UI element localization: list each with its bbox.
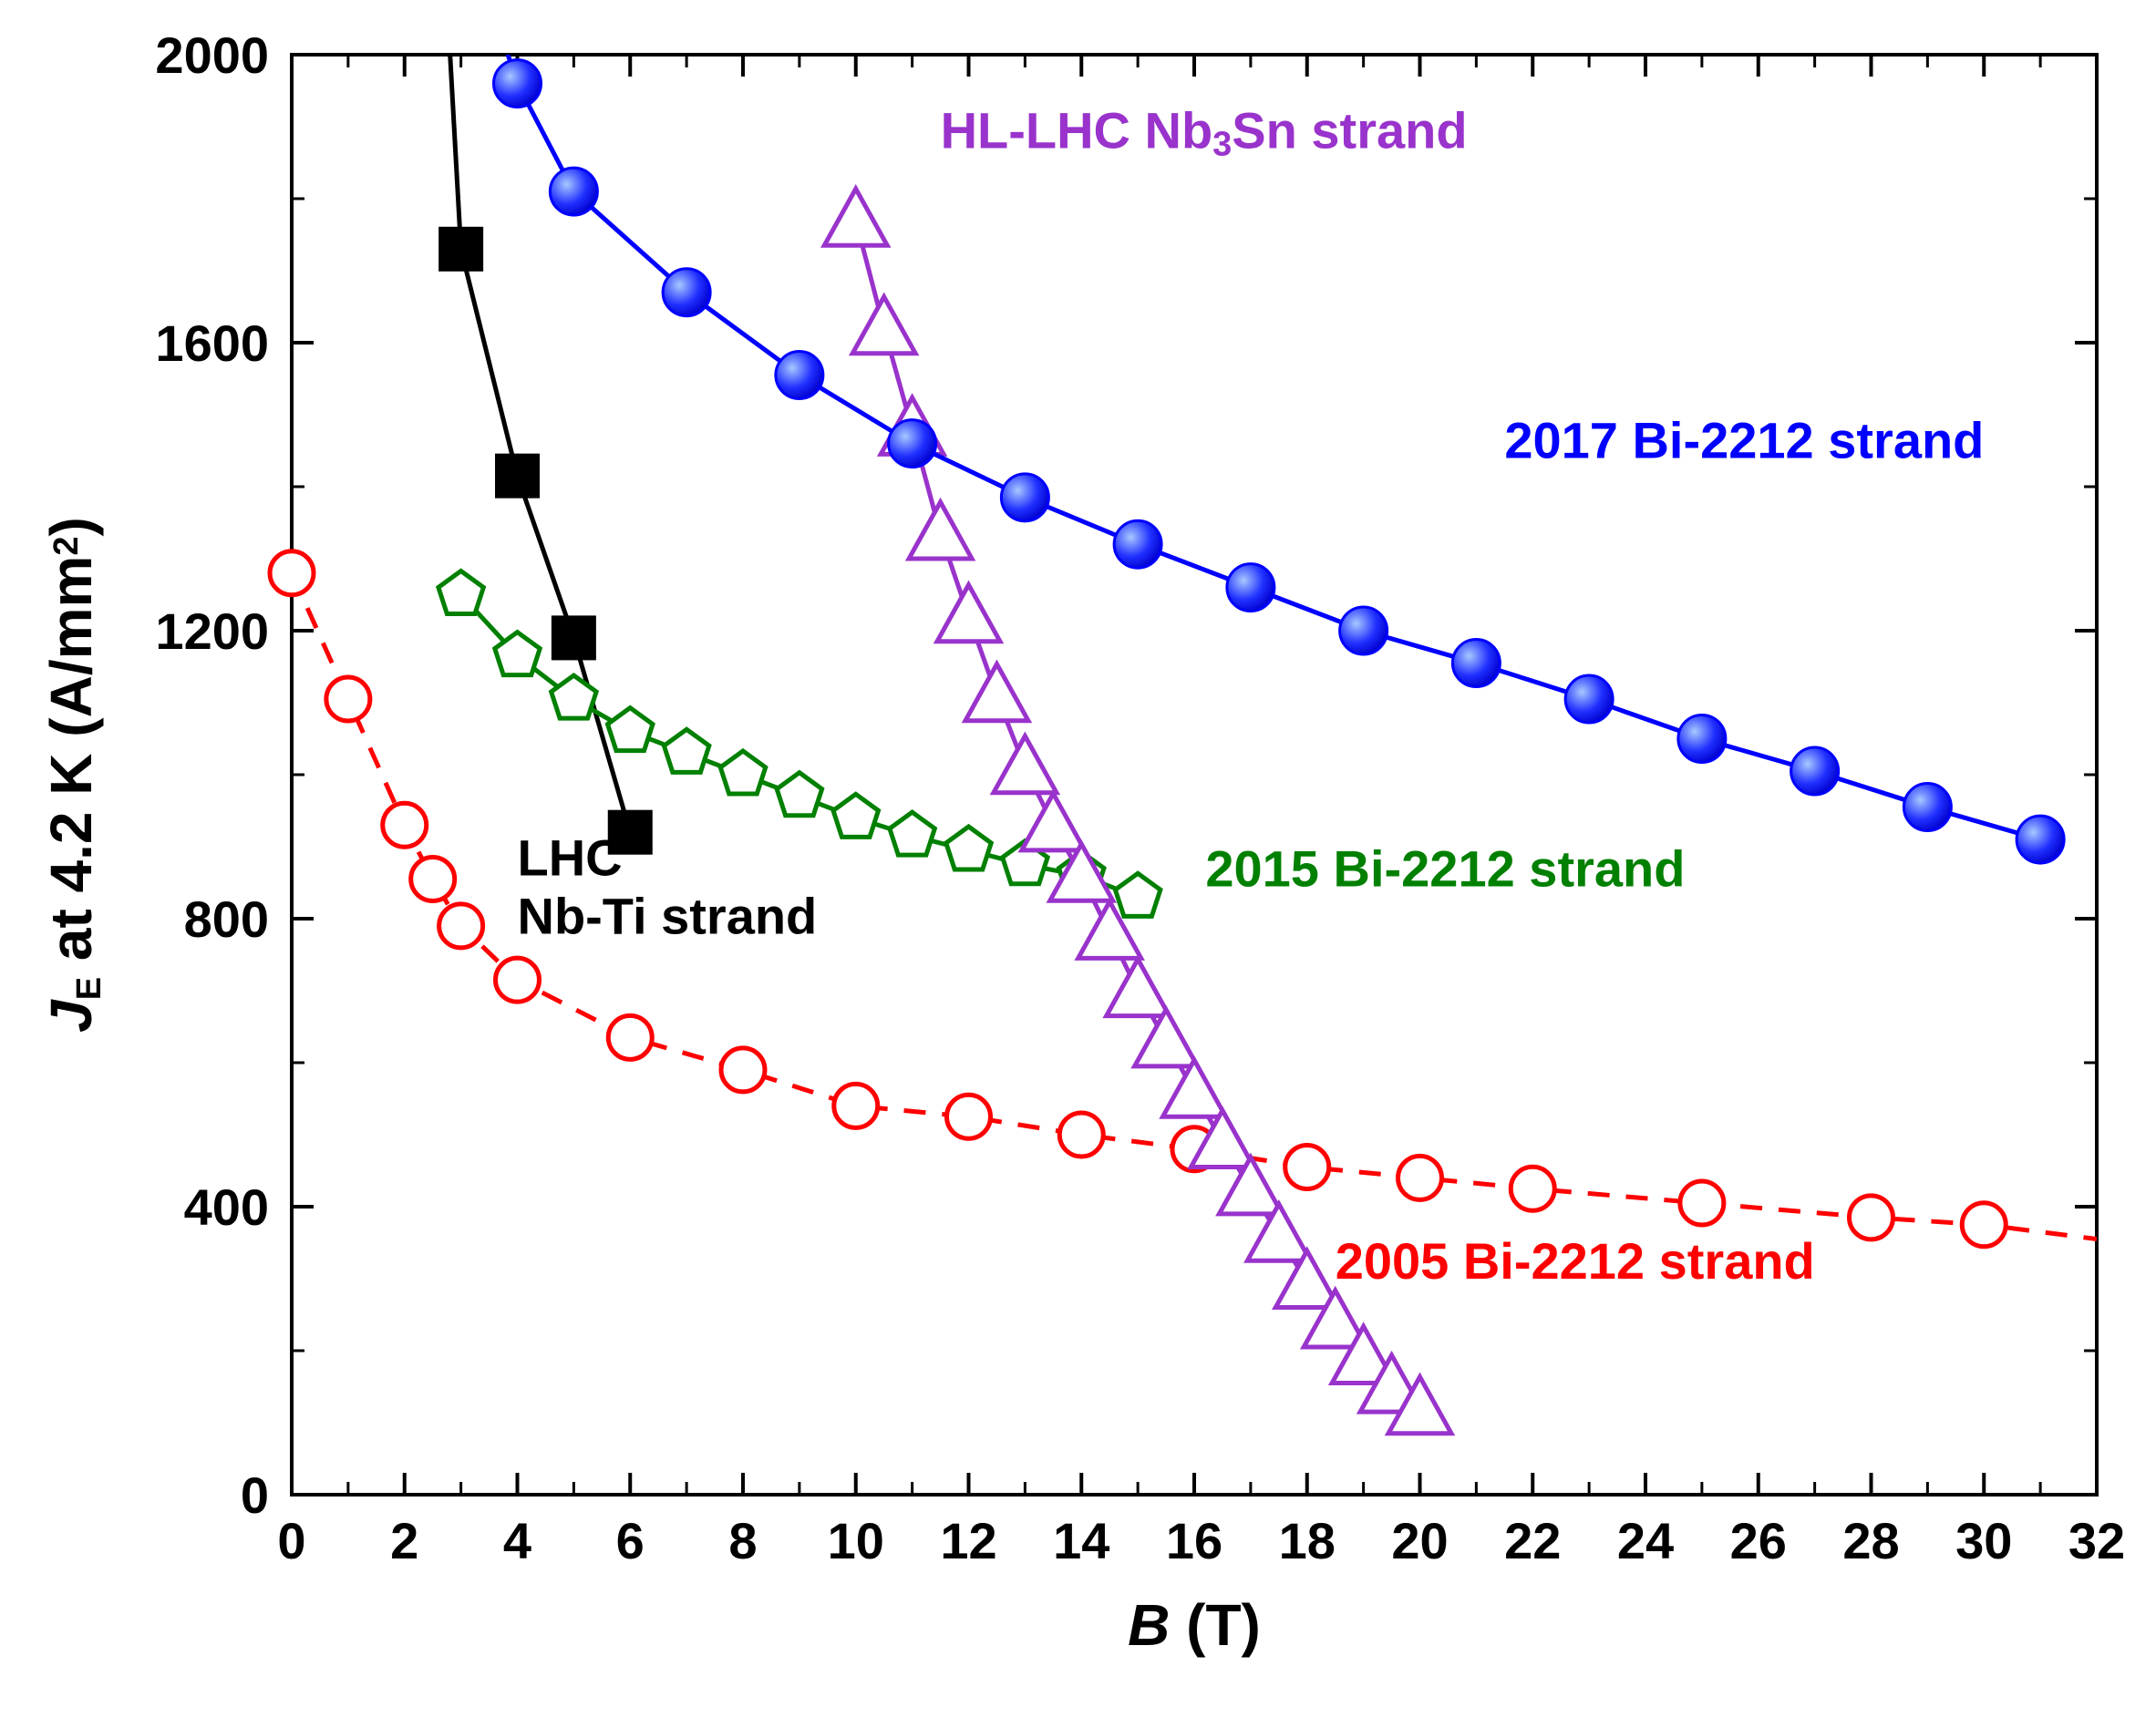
bi2212_2015-label: 2015 Bi-2212 strand [1205, 839, 1685, 897]
chart-svg: 0246810121416182022242628303204008001200… [0, 0, 2156, 1728]
lhc_nbti-markers [439, 227, 653, 854]
svg-text:2: 2 [390, 1512, 418, 1569]
svg-text:8: 8 [728, 1512, 757, 1569]
svg-text:1200: 1200 [155, 602, 269, 660]
svg-text:10: 10 [828, 1512, 884, 1569]
hllhc_nb3sn-line [856, 221, 1420, 1409]
svg-text:B (T): B (T) [1128, 1592, 1261, 1658]
chart-container: 0246810121416182022242628303204008001200… [0, 0, 2156, 1728]
svg-text:24: 24 [1617, 1512, 1674, 1569]
svg-text:6: 6 [616, 1512, 645, 1569]
svg-text:20: 20 [1391, 1512, 1448, 1569]
svg-text:26: 26 [1730, 1512, 1787, 1569]
hllhc_nb3sn-label: HL-LHC Nb3Sn strand [941, 102, 1468, 164]
svg-text:14: 14 [1053, 1512, 1109, 1569]
svg-text:1600: 1600 [155, 314, 269, 372]
svg-text:0: 0 [277, 1512, 305, 1569]
svg-text:30: 30 [1955, 1512, 2012, 1569]
lhc_nbti-label2: Nb-Ti strand [518, 888, 818, 945]
svg-text:2000: 2000 [155, 26, 269, 84]
svg-text:12: 12 [940, 1512, 996, 1569]
svg-text:400: 400 [184, 1178, 269, 1236]
svg-text:JE at 4.2 K (A/mm2): JE at 4.2 K (A/mm2) [38, 517, 108, 1033]
svg-text:18: 18 [1279, 1512, 1336, 1569]
lhc_nbti-label: LHC [518, 829, 623, 887]
svg-text:800: 800 [184, 890, 269, 948]
svg-text:32: 32 [2068, 1512, 2125, 1569]
svg-text:22: 22 [1504, 1512, 1561, 1569]
svg-text:28: 28 [1842, 1512, 1899, 1569]
svg-text:16: 16 [1166, 1512, 1222, 1569]
svg-text:4: 4 [503, 1512, 531, 1569]
bi2212_2005-label: 2005 Bi-2212 strand [1336, 1232, 1815, 1290]
svg-text:0: 0 [241, 1466, 269, 1524]
bi2212_2017-label: 2017 Bi-2212 strand [1504, 411, 1984, 468]
